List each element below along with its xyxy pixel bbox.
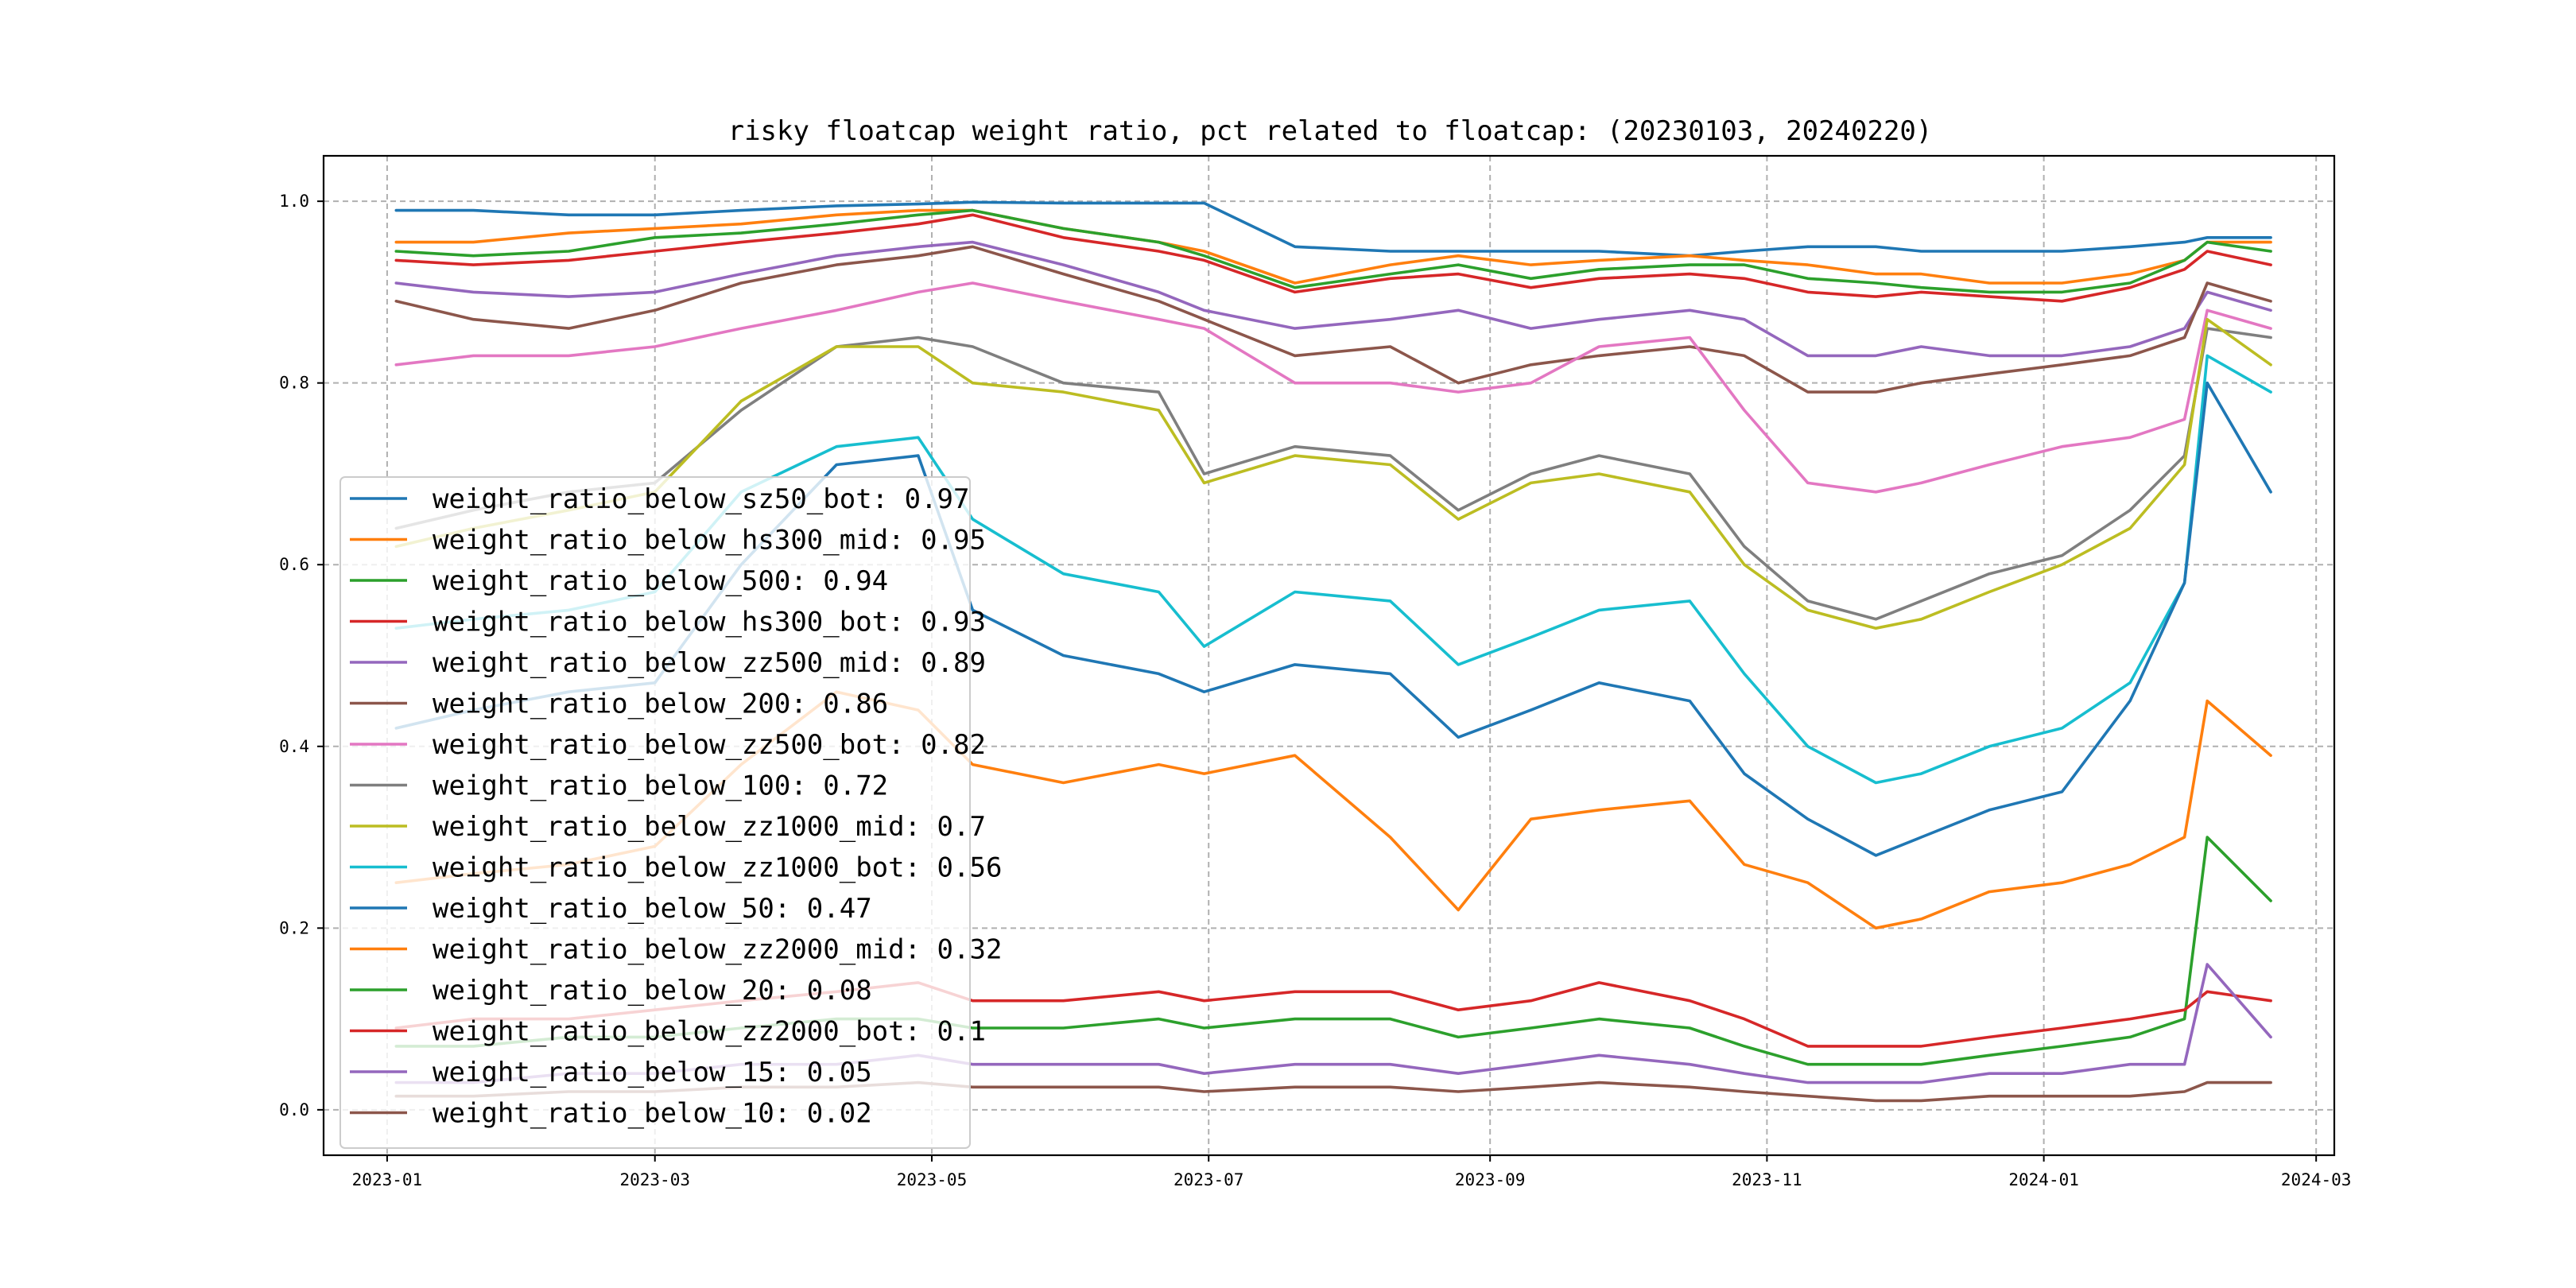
series-line-7 bbox=[394, 327, 2272, 621]
x-tick-label: 2023-01 bbox=[352, 1170, 423, 1189]
legend-label-3: weight_ratio_below_hs300_bot: 0.93 bbox=[433, 607, 986, 638]
legend-label-4: weight_ratio_below_zz500_mid: 0.89 bbox=[433, 647, 986, 679]
x-tick-label: 2024-01 bbox=[2008, 1170, 2079, 1189]
series-line-8 bbox=[394, 317, 2272, 630]
legend-label-10: weight_ratio_below_50: 0.47 bbox=[433, 893, 872, 925]
y-tick-label: 0.0 bbox=[279, 1100, 309, 1119]
y-tick-label: 0.6 bbox=[279, 555, 309, 574]
legend-label-15: weight_ratio_below_10: 0.02 bbox=[433, 1098, 872, 1130]
legend: weight_ratio_below_sz50_bot: 0.97 weight_… bbox=[339, 476, 1002, 1149]
series-line-2 bbox=[394, 208, 2272, 294]
legend-label-1: weight_ratio_below_hs300_mid: 0.95 bbox=[433, 525, 986, 557]
series-line-4 bbox=[394, 240, 2272, 358]
legend-label-11: weight_ratio_below_zz2000_mid: 0.32 bbox=[433, 934, 1002, 966]
x-tick-label: 2023-11 bbox=[1732, 1170, 1802, 1189]
legend-label-14: weight_ratio_below_15: 0.05 bbox=[433, 1057, 872, 1088]
legend-label-13: weight_ratio_below_zz2000_bot: 0.1 bbox=[433, 1016, 986, 1048]
legend-label-7: weight_ratio_below_100: 0.72 bbox=[433, 770, 888, 802]
x-tick-label: 2023-03 bbox=[619, 1170, 690, 1189]
plot-area-frame bbox=[322, 154, 2336, 1157]
x-axis: 2023-01 2023-03 2023-05 2023-07 2023-09 2023-… bbox=[352, 1155, 2352, 1189]
legend-label-9: weight_ratio_below_zz1000_bot: 0.56 bbox=[433, 852, 1002, 884]
legend-box bbox=[339, 476, 971, 1149]
y-tick-label: 1.0 bbox=[279, 192, 309, 211]
y-tick-label: 0.4 bbox=[279, 737, 309, 756]
x-tick-label: 2023-09 bbox=[1455, 1170, 1526, 1189]
series-line-1 bbox=[394, 208, 2272, 285]
series-line-6 bbox=[394, 281, 2272, 494]
legend-label-5: weight_ratio_below_200: 0.86 bbox=[433, 689, 888, 720]
legend-label-6: weight_ratio_below_zz500_bot: 0.82 bbox=[433, 729, 986, 761]
legend-label-12: weight_ratio_below_20: 0.08 bbox=[433, 975, 872, 1007]
legend-label-2: weight_ratio_below_500: 0.94 bbox=[433, 565, 888, 597]
x-tick-label: 2023-07 bbox=[1174, 1170, 1244, 1189]
legend-label-8: weight_ratio_below_zz1000_mid: 0.7 bbox=[433, 811, 986, 843]
x-tick-label: 2023-05 bbox=[897, 1170, 968, 1189]
chart-title: risky floatcap weight ratio, pct related… bbox=[728, 115, 1933, 147]
legend-label-0: weight_ratio_below_sz50_bot: 0.97 bbox=[433, 483, 970, 515]
series-line-5 bbox=[394, 245, 2272, 394]
series-line-3 bbox=[394, 213, 2272, 303]
y-axis: 0.0 0.2 0.4 0.6 0.8 1.0 bbox=[279, 192, 324, 1119]
series-line-0 bbox=[394, 200, 2272, 258]
y-tick-label: 0.8 bbox=[279, 374, 309, 393]
y-tick-label: 0.2 bbox=[279, 918, 309, 937]
x-tick-label: 2024-03 bbox=[2281, 1170, 2352, 1189]
